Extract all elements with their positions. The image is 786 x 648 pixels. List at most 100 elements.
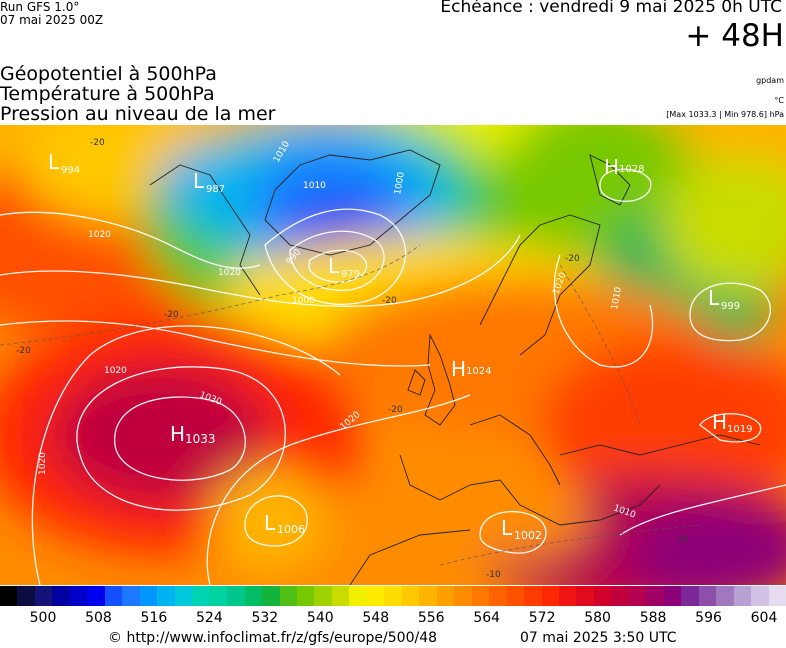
colorbar-swatch xyxy=(559,586,577,606)
generation-time: 07 mai 2025 3:50 UTC xyxy=(520,630,677,646)
center-type-8: L xyxy=(264,511,276,535)
colorbar-swatch xyxy=(681,586,699,606)
center-value-3: 999 xyxy=(721,301,740,312)
colorbar-swatch xyxy=(611,586,629,606)
pressure-max-min-label: [Max 1033.3 | Min 978.6] hPa xyxy=(666,110,784,119)
colorbar-swatch xyxy=(768,586,786,606)
colorbar-swatch xyxy=(122,586,140,606)
colorbar-tick-label: 524 xyxy=(196,610,223,626)
pressure-centers: L 994 L 987 L 979 L 999 H 1028 H 1024 H … xyxy=(48,150,752,542)
colorbar-swatch xyxy=(296,586,315,606)
colorbar-tick-label: 500 xyxy=(29,610,57,626)
center-value-0: 994 xyxy=(61,165,80,176)
colorbar-swatch xyxy=(331,586,350,606)
colorbar-swatch xyxy=(192,586,210,606)
colorbar-tick-label: 580 xyxy=(584,610,611,626)
colorbar-swatch xyxy=(663,586,682,606)
layer-title-mslp: Pression au niveau de la mer xyxy=(0,103,276,125)
colorbar-swatch xyxy=(17,586,35,606)
colorbar-swatch xyxy=(174,586,193,606)
isobar-label: 1020 xyxy=(38,452,48,475)
center-value-7: 1019 xyxy=(727,424,752,435)
colorbar-swatch xyxy=(262,586,280,606)
center-type-7: H xyxy=(712,410,727,434)
center-type-3: L xyxy=(708,286,720,310)
center-type-2: L xyxy=(328,254,340,278)
center-type-4: H xyxy=(604,155,619,179)
colorbar-swatch xyxy=(471,586,490,606)
isobar-label: 1000 xyxy=(292,296,315,306)
colorbar-swatch xyxy=(576,586,594,606)
colorbar-swatch xyxy=(227,586,245,606)
colorbar-swatch xyxy=(69,586,88,606)
lead-time-label: + 48H xyxy=(685,18,784,54)
colorbar-swatch xyxy=(349,586,367,606)
unit-celsius-label: °C xyxy=(774,96,784,105)
unit-gpdam-label: gpdam xyxy=(756,76,784,85)
colorbar-swatch xyxy=(209,586,228,606)
colorbar-tick-label: 588 xyxy=(639,610,667,626)
colorbar xyxy=(0,586,786,606)
center-value-2: 979 xyxy=(341,269,360,280)
colorbar-swatch xyxy=(52,586,70,606)
colorbar-tick-label: 548 xyxy=(362,610,390,626)
isotherm-label: -20 xyxy=(164,310,179,320)
forecast-map: L 994 L 987 L 979 L 999 H 1028 H 1024 H … xyxy=(0,125,786,585)
center-type-0: L xyxy=(48,150,60,174)
center-value-1: 987 xyxy=(206,184,225,195)
colorbar-swatch xyxy=(139,586,158,606)
colorbar-swatch xyxy=(419,586,437,606)
colorbar-swatch xyxy=(314,586,332,606)
isotherm-label: -10 xyxy=(486,570,501,580)
center-type-6: H xyxy=(170,422,185,446)
isobar-label: 1020 xyxy=(218,268,241,278)
center-type-9: L xyxy=(501,516,513,540)
colorbar-tick-label: 516 xyxy=(140,610,168,626)
isobar-label: 1020 xyxy=(88,230,111,240)
isotherm-label: -20 xyxy=(565,254,580,264)
isotherms xyxy=(0,244,701,566)
source-url[interactable]: © http://www.infoclimat.fr/z/gfs/europe/… xyxy=(108,630,438,646)
colorbar-swatch xyxy=(698,586,717,606)
colorbar-swatch xyxy=(104,586,123,606)
colorbar-tick-label: 540 xyxy=(306,610,334,626)
colorbar-tick-label: 508 xyxy=(85,610,112,626)
isotherm-label: -20 xyxy=(16,346,31,356)
colorbar-swatch xyxy=(244,586,263,606)
colorbar-swatch xyxy=(646,586,664,606)
colorbar-tick-label: 596 xyxy=(695,610,722,626)
colorbar-swatch xyxy=(489,586,507,606)
colorbar-swatch xyxy=(401,586,420,606)
colorbar-swatch xyxy=(506,586,525,606)
isobar-label: 1010 xyxy=(303,181,326,191)
colorbar-swatch xyxy=(279,586,297,606)
colorbar-swatch xyxy=(541,586,559,606)
colorbar-tick-label: 532 xyxy=(251,610,279,626)
colorbar-swatch xyxy=(593,586,612,606)
colorbar-swatch xyxy=(384,586,402,606)
layer-title-temperature: Température à 500hPa xyxy=(0,83,215,105)
colorbar-swatch xyxy=(716,586,734,606)
isotherm-label: -20 xyxy=(382,296,397,306)
isobars xyxy=(0,168,786,585)
isotherm-label: -20 xyxy=(90,138,105,148)
colorbar-swatch xyxy=(436,586,455,606)
isobar-label: 1000 xyxy=(393,171,407,196)
colorbar-swatch xyxy=(157,586,175,606)
center-value-8: 1006 xyxy=(277,523,305,536)
layer-title-geopotential: Géopotentiel à 500hPa xyxy=(0,63,217,85)
isotherm-label: -20 xyxy=(388,405,403,415)
isobar-label: 1010 xyxy=(610,286,624,311)
center-type-5: H xyxy=(451,357,466,381)
center-value-5: 1024 xyxy=(466,366,491,377)
colorbar-swatch xyxy=(524,586,542,606)
center-value-6: 1033 xyxy=(185,432,216,446)
colorbar-swatch xyxy=(751,586,769,606)
run-model-label: Run GFS 1.0° xyxy=(0,0,80,14)
colorbar-swatch xyxy=(454,586,472,606)
colorbar-swatch xyxy=(733,586,752,606)
isotherm-label: -10 xyxy=(674,535,689,545)
colorbar-tick-label: 564 xyxy=(473,610,501,626)
center-value-4: 1028 xyxy=(619,164,644,175)
center-type-1: L xyxy=(193,169,205,193)
